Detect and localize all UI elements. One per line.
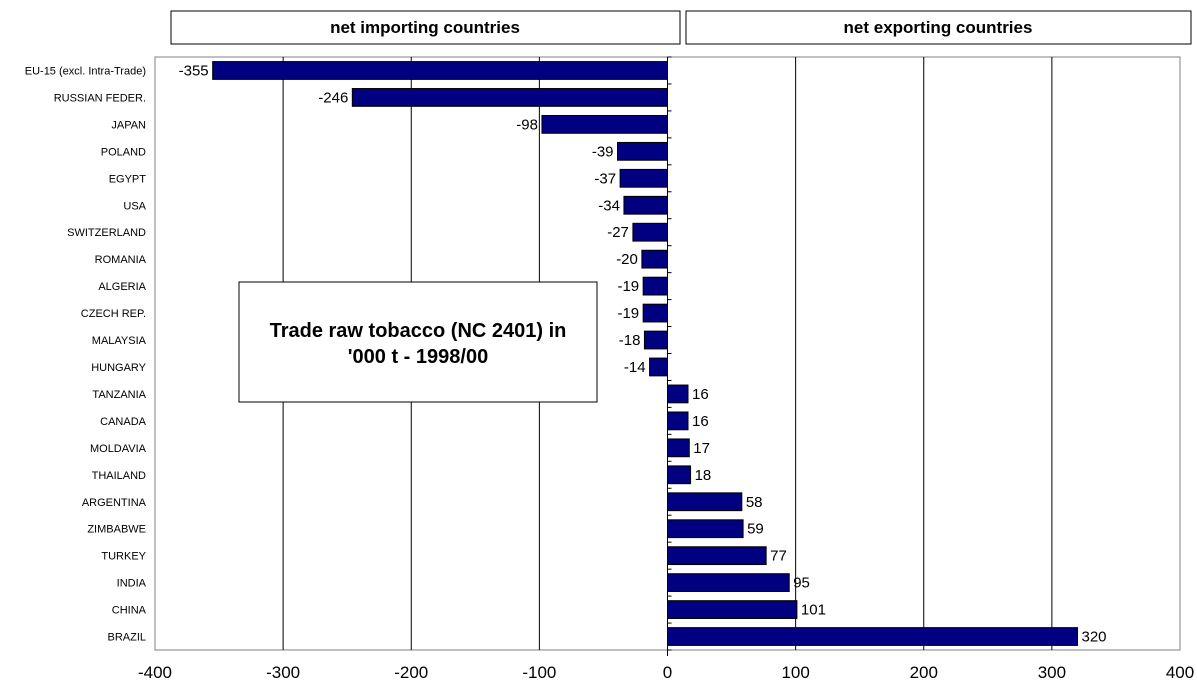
data-label-1: -246 xyxy=(318,89,348,106)
chart-note: Trade raw tobacco (NC 2401) in '000 t - … xyxy=(238,281,598,403)
data-label-21: 320 xyxy=(1082,629,1107,646)
data-label-7: -20 xyxy=(616,251,638,268)
bar-4 xyxy=(619,168,668,188)
category-label-20: CHINA xyxy=(112,605,147,617)
note-line-1: Trade raw tobacco (NC 2401) in xyxy=(270,320,567,342)
data-label-10: -18 xyxy=(619,332,641,349)
x-tick-label-1: -300 xyxy=(266,663,300,682)
category-label-2: JAPAN xyxy=(111,119,146,131)
category-label-19: INDIA xyxy=(117,578,147,590)
data-label-11: -14 xyxy=(624,359,646,376)
category-label-3: POLAND xyxy=(101,146,146,158)
x-tick-label-7: 300 xyxy=(1038,663,1066,682)
bar-14 xyxy=(667,438,690,458)
category-label-12: TANZANIA xyxy=(92,389,146,401)
category-label-14: MOLDAVIA xyxy=(90,443,147,455)
bar-10 xyxy=(643,330,668,350)
bar-20 xyxy=(667,600,798,619)
data-label-14: 17 xyxy=(693,440,710,457)
bar-9 xyxy=(642,303,668,323)
data-label-8: -19 xyxy=(617,278,639,295)
category-label-21: BRAZIL xyxy=(107,632,146,644)
zero-axis xyxy=(667,56,672,656)
category-label-15: THAILAND xyxy=(92,470,146,482)
category-label-13: CANADA xyxy=(100,416,147,428)
data-labels: -355 -246 -98 -39 -37 -34 -27 -20 -19 -19 -18 -14 16… xyxy=(179,62,1107,645)
data-label-16: 58 xyxy=(746,494,763,511)
data-label-0: -355 xyxy=(179,62,209,79)
x-tick-label-2: -200 xyxy=(394,663,428,682)
bar-3 xyxy=(617,141,668,161)
data-label-4: -37 xyxy=(594,170,616,187)
data-label-6: -27 xyxy=(607,224,629,241)
x-tick-labels: -400 -300 -200 -100 0 100 200 300 400 xyxy=(138,663,1194,682)
x-tick-label-5: 100 xyxy=(781,663,809,682)
bar-12 xyxy=(667,384,689,404)
header-right-text: net exporting countries xyxy=(844,18,1033,37)
bar-8 xyxy=(642,276,668,296)
data-label-2: -98 xyxy=(516,116,538,133)
note-line-2: '000 t - 1998/00 xyxy=(348,346,488,368)
bar-19 xyxy=(667,573,790,593)
category-label-11: HUNGARY xyxy=(91,362,146,374)
bar-2 xyxy=(541,114,668,134)
bar-16 xyxy=(667,492,743,512)
data-label-18: 77 xyxy=(770,548,787,565)
data-label-19: 95 xyxy=(793,575,810,592)
category-label-16: ARGENTINA xyxy=(82,497,147,509)
category-label-9: CZECH REP. xyxy=(81,308,146,320)
category-label-17: ZIMBABWE xyxy=(87,524,146,536)
bar-17 xyxy=(667,519,744,539)
data-label-9: -19 xyxy=(617,305,639,322)
x-tick-label-6: 200 xyxy=(910,663,938,682)
x-tick-label-3: -100 xyxy=(522,663,556,682)
data-label-12: 16 xyxy=(692,386,709,403)
bar-5 xyxy=(623,195,668,215)
header-right: net exporting countries xyxy=(685,10,1192,45)
data-label-13: 16 xyxy=(692,413,709,430)
data-label-17: 59 xyxy=(747,521,764,538)
x-tick-label-4: 0 xyxy=(663,663,672,682)
data-label-3: -39 xyxy=(592,143,614,160)
bar-0 xyxy=(212,61,668,80)
bar-1 xyxy=(351,88,668,107)
category-label-7: ROMANIA xyxy=(95,254,147,266)
x-tick-label-0: -400 xyxy=(138,663,172,682)
header-left-text: net importing countries xyxy=(330,18,520,37)
data-label-15: 18 xyxy=(695,467,712,484)
data-label-5: -34 xyxy=(598,197,620,214)
category-label-4: EGYPT xyxy=(109,173,147,185)
data-label-20: 101 xyxy=(801,602,826,619)
header-left: net importing countries xyxy=(170,10,681,45)
bar-13 xyxy=(667,411,689,431)
note-box xyxy=(238,281,598,403)
category-label-6: SWITZERLAND xyxy=(67,227,146,239)
bar-18 xyxy=(667,546,767,566)
category-label-0: EU-15 (excl. Intra-Trade) xyxy=(25,65,146,77)
bars xyxy=(212,61,1078,646)
bar-6 xyxy=(632,222,668,242)
category-labels: EU-15 (excl. Intra-Trade) RUSSIAN FEDER. J… xyxy=(25,65,147,643)
bar-21 xyxy=(667,627,1078,646)
bar-11 xyxy=(649,357,668,377)
category-label-8: ALGERIA xyxy=(98,281,146,293)
bar-15 xyxy=(667,465,692,485)
x-tick-label-8: 400 xyxy=(1166,663,1194,682)
category-label-5: USA xyxy=(123,200,146,212)
bar-7 xyxy=(641,249,668,269)
category-label-10: MALAYSIA xyxy=(92,335,147,347)
category-label-18: TURKEY xyxy=(101,551,146,563)
category-label-1: RUSSIAN FEDER. xyxy=(54,92,146,104)
